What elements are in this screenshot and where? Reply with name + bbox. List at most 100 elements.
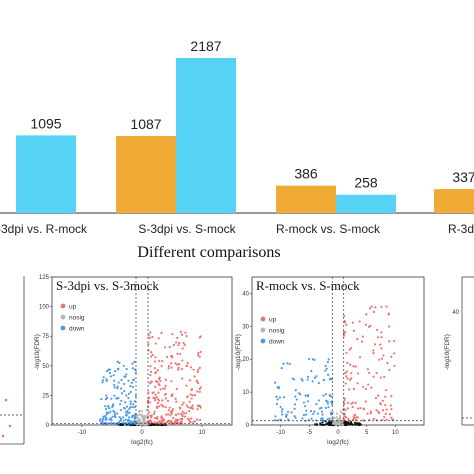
data-point (8, 424, 12, 428)
data-point (282, 396, 286, 399)
data-point (105, 411, 108, 414)
data-point (347, 417, 350, 420)
data-point (320, 423, 324, 427)
data-point (170, 366, 173, 369)
data-point (177, 368, 180, 371)
data-point (164, 392, 168, 396)
data-point (150, 421, 153, 424)
data-point (352, 418, 355, 421)
data-point (345, 323, 348, 326)
data-point (293, 378, 296, 381)
data-point (179, 330, 182, 333)
data-point (115, 397, 118, 400)
data-point (118, 361, 121, 364)
data-point (149, 331, 152, 334)
data-point (391, 418, 394, 421)
data-point (330, 402, 334, 406)
data-point (129, 390, 132, 394)
data-point (302, 401, 306, 404)
data-point (196, 408, 199, 411)
data-point (281, 408, 284, 411)
data-point (368, 307, 372, 310)
data-point (159, 388, 162, 391)
data-point (160, 403, 163, 407)
data-point (155, 371, 158, 374)
data-point (148, 411, 151, 414)
data-point (339, 410, 343, 413)
legend-dot-nosig (60, 314, 66, 320)
data-point (153, 410, 156, 413)
data-point (185, 364, 189, 367)
data-point (316, 412, 320, 415)
data-point (326, 360, 330, 364)
data-point (125, 394, 128, 397)
data-point (320, 410, 324, 413)
data-point (110, 419, 113, 422)
data-point (174, 418, 177, 421)
data-point (356, 407, 360, 410)
data-point (321, 419, 324, 422)
data-point (275, 395, 278, 398)
legend-label: up (69, 304, 77, 311)
data-point (149, 419, 152, 422)
legend: up nosig down (60, 303, 85, 333)
data-point (126, 409, 129, 412)
data-point (193, 393, 197, 397)
data-point (294, 389, 297, 392)
legend-dot-up (60, 303, 66, 309)
data-point (180, 367, 184, 371)
bar (16, 135, 76, 213)
data-point (167, 409, 170, 412)
category-labels: S-3dpi vs. R-mock S-3dpi vs. S-mock R-mo… (0, 222, 474, 236)
data-point (354, 413, 357, 416)
bar (276, 185, 336, 213)
legend-label: nosig (69, 315, 85, 322)
y-axis-label: -log10(FDR) (34, 334, 41, 370)
data-point (118, 415, 121, 419)
data-point (350, 377, 353, 380)
data-point (179, 352, 182, 356)
bar-value-label: 258 (354, 175, 378, 191)
data-point (330, 401, 333, 404)
panel-title: R-mock vs. S-mock (256, 278, 360, 293)
data-point (350, 372, 353, 375)
data-point (329, 423, 332, 426)
data-point (169, 362, 173, 365)
data-point (351, 321, 354, 324)
y-tick-label: 30 (242, 324, 249, 330)
data-point (372, 351, 375, 355)
data-point (325, 399, 328, 402)
data-point (389, 404, 392, 407)
data-point (187, 406, 190, 409)
data-point (155, 405, 159, 408)
data-point (125, 367, 128, 371)
data-point (167, 367, 170, 370)
data-point (375, 408, 378, 412)
data-point (347, 421, 350, 425)
data-point (128, 407, 131, 410)
data-point (324, 406, 327, 410)
data-point (130, 381, 133, 384)
data-point (127, 379, 130, 382)
data-point (290, 411, 293, 414)
data-point (321, 413, 324, 416)
data-point (131, 367, 134, 370)
data-point (167, 365, 171, 368)
data-point (113, 379, 116, 382)
data-point (164, 378, 168, 381)
data-point (113, 415, 117, 418)
data-point (188, 418, 191, 422)
data-point (301, 417, 304, 420)
data-point (146, 399, 150, 402)
data-point (111, 403, 115, 406)
legend-label: nosig (269, 328, 285, 335)
data-point (372, 310, 376, 313)
data-point (313, 410, 316, 413)
data-point (302, 413, 306, 417)
data-point (104, 398, 108, 401)
data-point (1, 434, 5, 438)
data-point (186, 395, 189, 398)
data-point (344, 382, 347, 385)
data-point (100, 397, 103, 401)
data-point (349, 378, 352, 381)
